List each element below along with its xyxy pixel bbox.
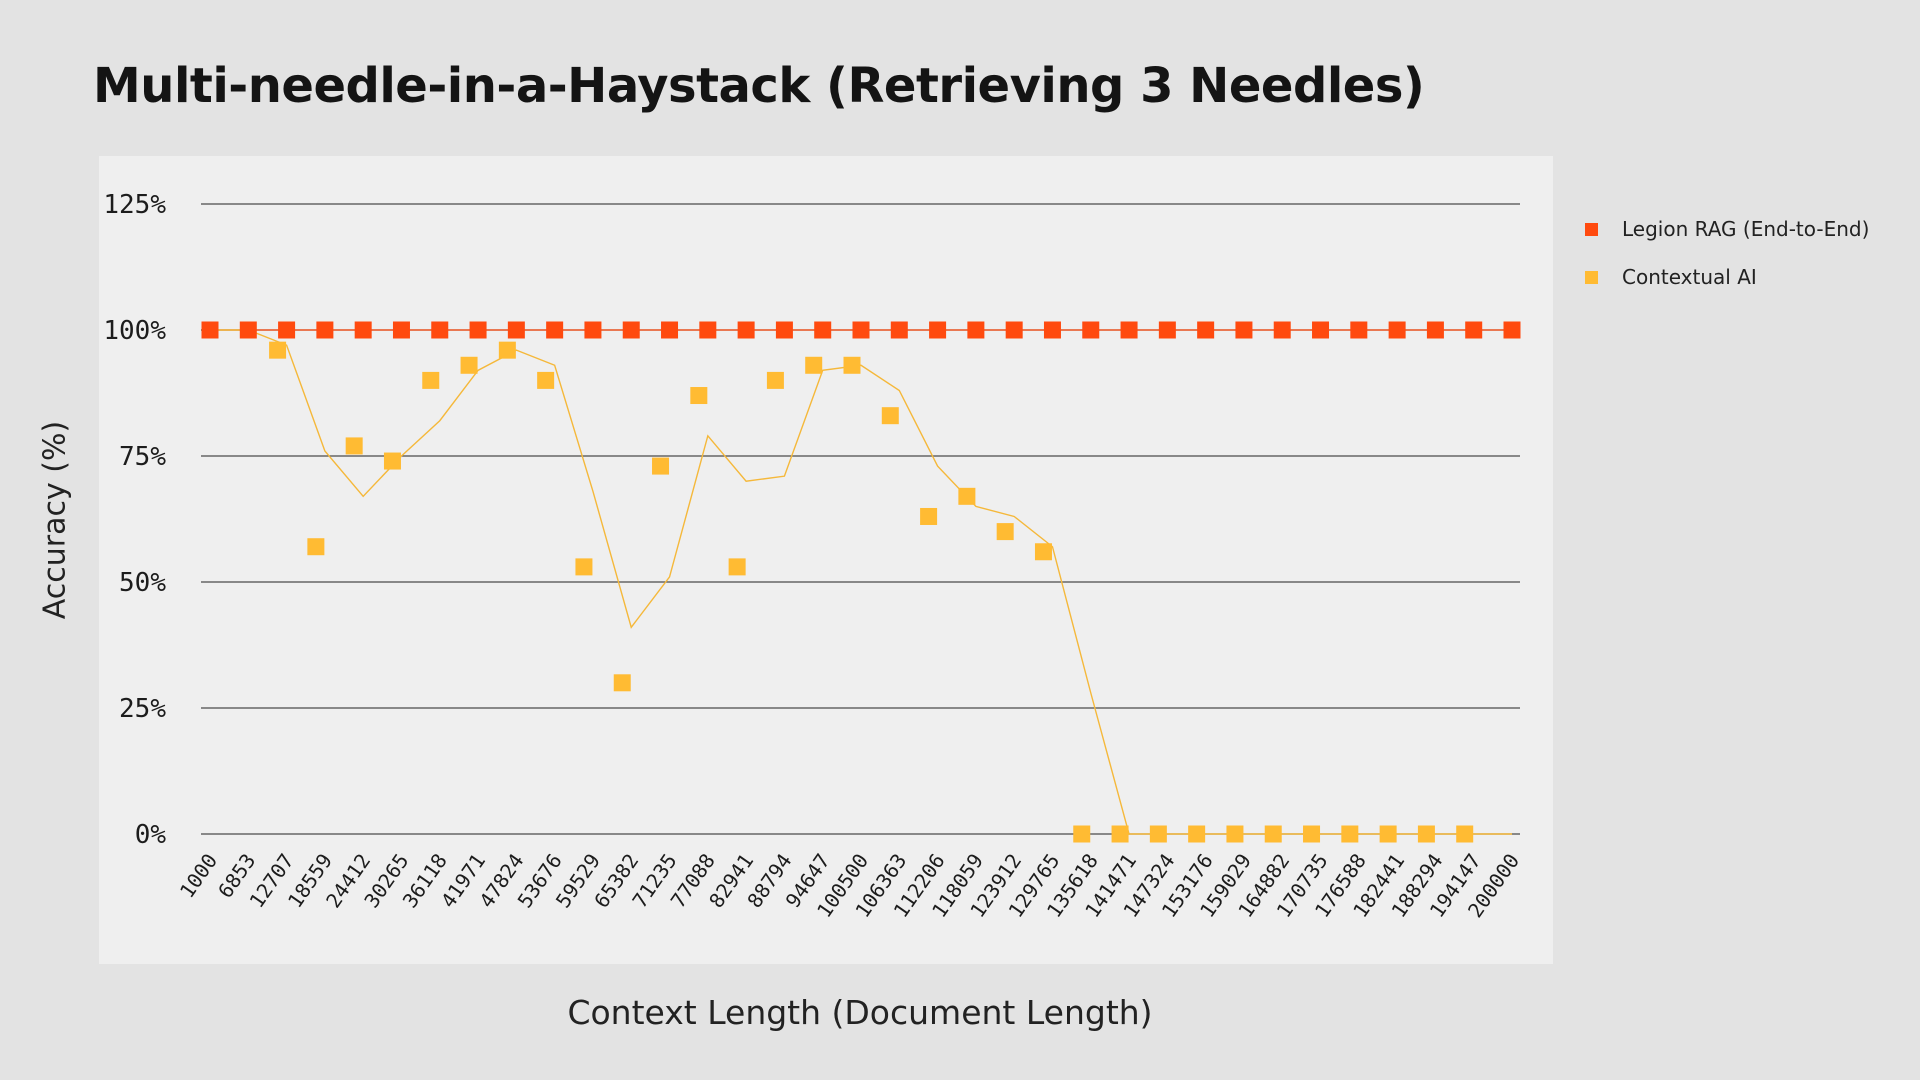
data-point-contextual xyxy=(920,507,938,525)
data-point-legion xyxy=(1426,321,1444,339)
data-point-legion xyxy=(354,321,372,339)
data-point-contextual xyxy=(383,452,401,470)
y-tick-label: 50% xyxy=(119,568,166,598)
legend-swatch-contextual xyxy=(1585,270,1598,284)
data-point-contextual xyxy=(843,356,861,374)
data-point-contextual xyxy=(1303,825,1321,843)
data-point-legion xyxy=(775,321,793,339)
legend-item-legion: Legion RAG (End-to-End) xyxy=(1585,205,1869,253)
data-point-legion xyxy=(1235,321,1253,339)
data-point-legion xyxy=(699,321,717,339)
y-tick-label: 75% xyxy=(119,442,166,472)
data-point-legion xyxy=(1350,321,1368,339)
data-point-contextual xyxy=(345,437,363,455)
data-point-contextual xyxy=(1034,543,1052,561)
data-point-legion xyxy=(852,321,870,339)
legend-label-legion: Legion RAG (End-to-End) xyxy=(1622,217,1870,241)
data-point-contextual xyxy=(575,558,593,576)
data-point-legion xyxy=(1082,321,1100,339)
data-point-legion xyxy=(316,321,334,339)
data-point-legion xyxy=(1503,321,1521,339)
data-point-legion xyxy=(469,321,487,339)
data-point-contextual xyxy=(1188,825,1206,843)
data-point-legion xyxy=(392,321,410,339)
data-point-legion xyxy=(1120,321,1138,339)
data-point-legion xyxy=(1388,321,1406,339)
y-tick-label: 125% xyxy=(103,190,166,220)
data-point-contextual xyxy=(1226,825,1244,843)
data-point-legion xyxy=(1273,321,1291,339)
data-point-contextual xyxy=(1073,825,1091,843)
data-point-legion xyxy=(622,321,640,339)
legend: Legion RAG (End-to-End) Contextual AI xyxy=(1585,205,1869,301)
y-tick-label: 100% xyxy=(103,316,166,346)
data-point-legion xyxy=(967,321,985,339)
data-point-contextual xyxy=(269,341,287,359)
data-point-legion xyxy=(1465,321,1483,339)
data-point-legion xyxy=(890,321,908,339)
data-point-legion xyxy=(1005,321,1023,339)
x-axis-label: Context Length (Document Length) xyxy=(567,993,1153,1032)
data-point-contextual xyxy=(996,523,1014,541)
data-point-contextual xyxy=(958,487,976,505)
data-point-contextual xyxy=(498,341,516,359)
y-tick-label: 0% xyxy=(135,820,167,850)
legend-swatch-legion xyxy=(1585,222,1598,236)
data-point-contextual xyxy=(652,457,670,475)
data-point-contextual xyxy=(460,356,478,374)
data-point-legion xyxy=(201,321,219,339)
data-point-legion xyxy=(929,321,947,339)
legend-item-contextual: Contextual AI xyxy=(1585,253,1869,301)
x-tick-label: 1000 xyxy=(175,849,222,902)
data-point-contextual xyxy=(613,674,631,692)
data-point-contextual xyxy=(881,407,899,425)
data-point-contextual xyxy=(728,558,746,576)
data-point-contextual xyxy=(766,371,784,389)
data-point-legion xyxy=(431,321,449,339)
data-point-contextual xyxy=(690,387,708,405)
data-point-legion xyxy=(1197,321,1215,339)
data-point-legion xyxy=(737,321,755,339)
data-point-contextual xyxy=(1417,825,1435,843)
data-point-contextual xyxy=(422,371,440,389)
data-point-contextual xyxy=(1379,825,1397,843)
data-point-legion xyxy=(507,321,525,339)
data-point-contextual xyxy=(1456,825,1474,843)
data-point-contextual xyxy=(537,371,555,389)
data-point-legion xyxy=(1043,321,1061,339)
data-point-contextual xyxy=(1264,825,1282,843)
data-point-legion xyxy=(1312,321,1330,339)
data-point-legion xyxy=(584,321,602,339)
data-point-contextual xyxy=(1111,825,1129,843)
data-point-contextual xyxy=(307,538,325,556)
data-point-legion xyxy=(661,321,679,339)
series-trend-contextual xyxy=(210,329,1512,835)
data-point-contextual xyxy=(805,356,823,374)
data-point-legion xyxy=(239,321,257,339)
data-point-contextual xyxy=(1341,825,1359,843)
data-point-legion xyxy=(814,321,832,339)
chart-title: Multi-needle-in-a-Haystack (Retrieving 3… xyxy=(93,58,1425,114)
data-point-contextual xyxy=(1149,825,1167,843)
data-point-legion xyxy=(1158,321,1176,339)
y-tick-label: 25% xyxy=(119,694,166,724)
data-point-legion xyxy=(546,321,564,339)
data-point-legion xyxy=(278,321,296,339)
legend-label-contextual: Contextual AI xyxy=(1622,265,1757,289)
